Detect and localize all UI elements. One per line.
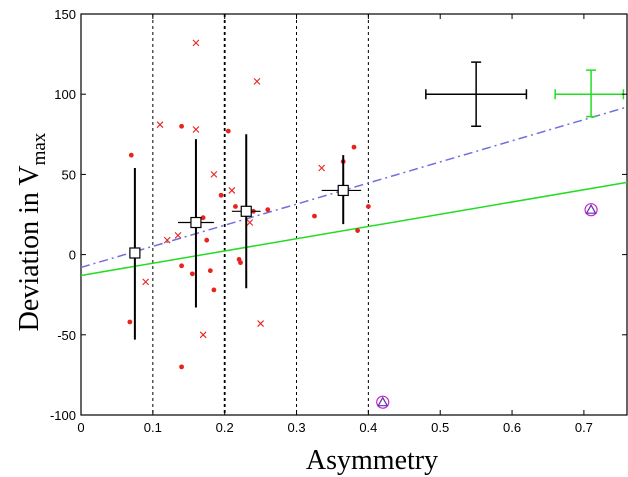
y-tick-label: 100 [54, 87, 76, 102]
y-tick-label: 50 [62, 167, 76, 182]
axis-ticks [80, 13, 627, 416]
data-point-circle [376, 395, 390, 409]
x-tick-label: 0 [77, 420, 84, 435]
x-tick-label: 0.2 [216, 420, 234, 435]
data-point-triangle [585, 203, 597, 214]
data-point-dot [233, 204, 238, 209]
data-point-dot [200, 215, 206, 221]
y-axis-title-subscript: max [29, 132, 50, 165]
y-tick-label: 0 [69, 248, 76, 263]
data-point-dot [204, 237, 210, 243]
data-point-cross [156, 121, 164, 129]
data-point-cross [228, 187, 236, 194]
binned-mean-square [337, 184, 349, 197]
data-point-cross [246, 219, 254, 226]
x-tick-label: 0.5 [431, 420, 449, 435]
x-tick-label: 0.4 [359, 420, 377, 435]
data-point-dot [179, 123, 184, 129]
data-point-dot [179, 263, 184, 269]
data-point-dot [218, 192, 224, 198]
binned-mean-square [190, 216, 202, 229]
y-axis-title: Deviation in Vmax [14, 132, 50, 331]
data-point-dot [128, 152, 134, 158]
data-point-circle [584, 203, 598, 217]
y-axis-title-main: Deviation in V [14, 165, 45, 331]
data-point-dot [265, 207, 271, 213]
binned-mean-square [129, 247, 141, 259]
binned-mean-square [240, 205, 252, 217]
vertical-dashed-lines [152, 14, 369, 415]
error-marker-caps [425, 61, 528, 128]
plot-area [80, 13, 628, 416]
x-tick-label: 0.6 [503, 420, 521, 435]
data-point-dot [127, 319, 133, 325]
x-axis-title: Asymmetry [306, 445, 438, 476]
fit-lines [80, 106, 628, 277]
data-point-dot [351, 144, 357, 150]
fit-line-dashdot [80, 106, 628, 269]
y-tick-label: -100 [50, 408, 76, 423]
data-point-dot [225, 128, 231, 134]
data-points [127, 39, 625, 409]
x-tick-label: 0.1 [144, 420, 162, 435]
y-tick-label: -50 [57, 328, 76, 343]
data-point-cross [257, 320, 264, 327]
data-point-dot [312, 213, 317, 219]
data-point-cross [163, 236, 171, 244]
error-marker-caps [554, 69, 625, 118]
data-point-cross [318, 164, 326, 172]
data-point-triangle [377, 396, 389, 407]
fit-line-solid [80, 181, 628, 277]
data-point-dot [207, 268, 213, 274]
data-point-dot [365, 204, 371, 209]
data-point-cross [210, 171, 218, 178]
x-tick-label: 0.7 [575, 420, 593, 435]
data-point-cross [192, 39, 200, 47]
data-point-cross [192, 126, 200, 133]
plot-frame [80, 13, 628, 416]
data-point-dot [189, 271, 195, 277]
data-point-cross [199, 331, 207, 339]
data-point-cross [142, 278, 150, 286]
y-tick-label: 150 [54, 7, 76, 22]
x-tick-label: 0.3 [287, 420, 305, 435]
data-point-dot [211, 287, 217, 293]
data-point-dot [238, 260, 243, 266]
data-point-dot [355, 228, 360, 233]
data-point-cross [174, 231, 182, 239]
data-point-dot [179, 364, 184, 370]
tick-labels: 0 0.1 0.2 0.3 0.4 0.5 0.6 0.7 -100 -50 0 50 100 150 [50, 7, 593, 435]
data-point-cross [253, 77, 261, 85]
